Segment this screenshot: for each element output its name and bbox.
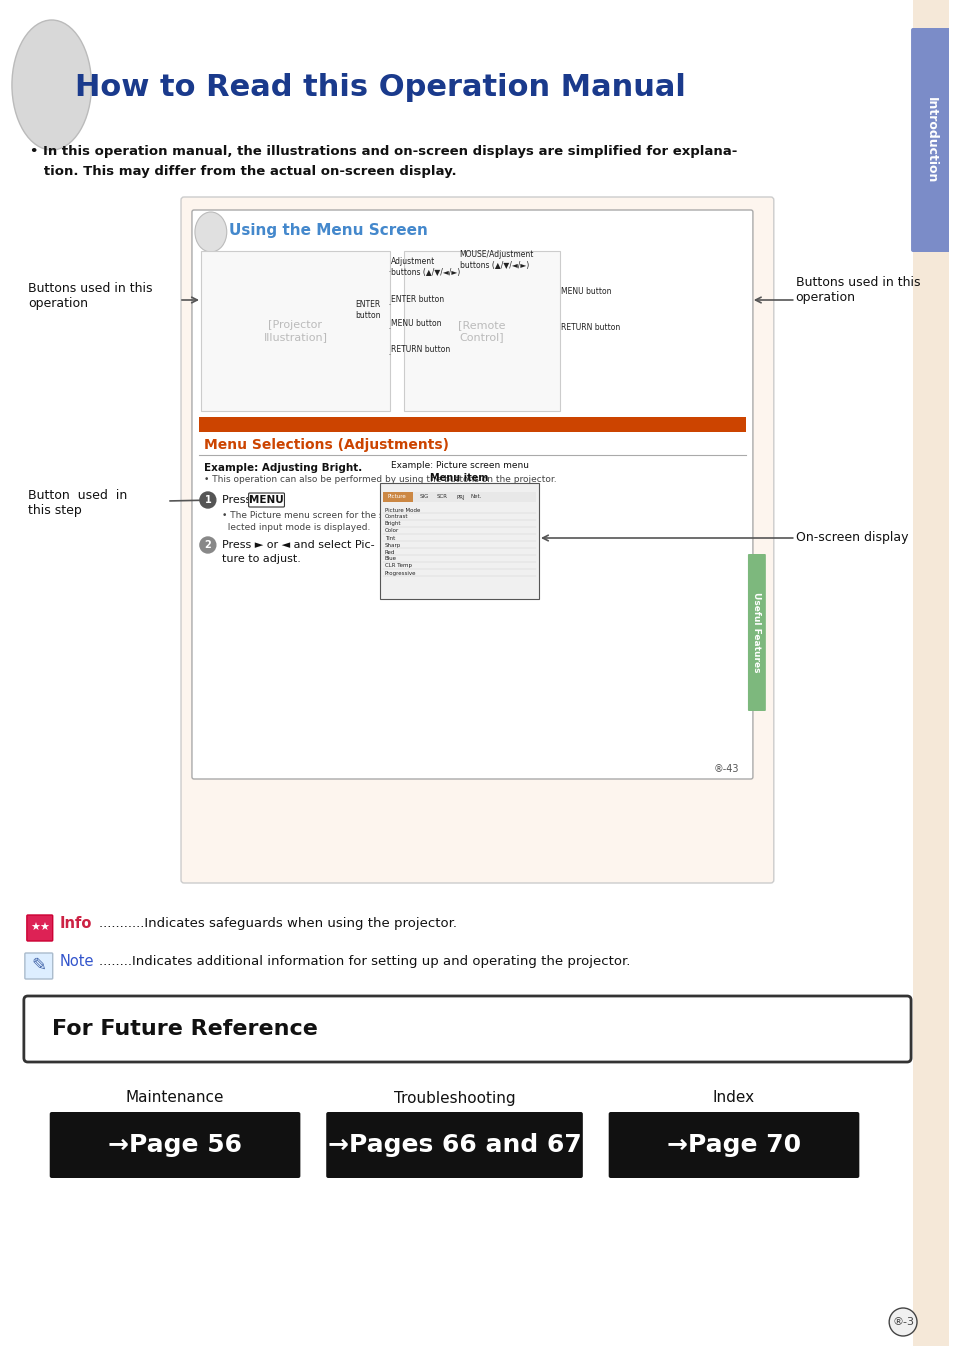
FancyBboxPatch shape [403,250,559,411]
Text: Picture Mode: Picture Mode [384,507,420,513]
Text: Net.: Net. [470,494,481,499]
Text: Note: Note [60,954,94,969]
Text: Useful Features: Useful Features [752,592,760,673]
Text: RETURN button: RETURN button [560,323,619,331]
Text: CLR Temp: CLR Temp [384,564,412,568]
FancyBboxPatch shape [181,197,773,883]
Text: • The Picture menu screen for the se-: • The Picture menu screen for the se- [221,511,392,521]
Text: Button  used  in
this step: Button used in this step [28,489,127,517]
Text: SIG: SIG [419,494,429,499]
FancyBboxPatch shape [25,953,52,979]
Text: RETURN button: RETURN button [391,346,450,354]
Text: Color: Color [384,529,398,533]
Text: [Projector
Illustration]: [Projector Illustration] [263,320,327,342]
Bar [382,493,536,502]
Text: Picture: Picture [387,494,406,499]
FancyBboxPatch shape [379,483,538,599]
Text: lected input mode is displayed.: lected input mode is displayed. [221,524,370,533]
FancyBboxPatch shape [192,210,752,779]
Text: ENTER
button: ENTER button [355,300,380,320]
FancyBboxPatch shape [50,1112,300,1178]
Text: ENTER button: ENTER button [391,296,443,304]
Text: Buttons used in this
operation: Buttons used in this operation [28,283,152,310]
Text: →Page 56: →Page 56 [108,1133,242,1158]
Text: Bright: Bright [384,521,401,526]
Text: On-screen display: On-screen display [795,532,907,545]
Text: →Pages 66 and 67: →Pages 66 and 67 [327,1133,580,1158]
Ellipse shape [194,213,227,252]
Text: • This operation can also be performed by using the buttons on the projector.: • This operation can also be performed b… [204,475,556,485]
Text: ture to adjust.: ture to adjust. [221,555,300,564]
FancyBboxPatch shape [910,28,950,252]
Bar [199,417,745,432]
Text: Press: Press [221,495,254,505]
Text: tion. This may differ from the actual on-screen display.: tion. This may differ from the actual on… [30,166,456,179]
Text: Red: Red [384,549,395,555]
Bar [912,0,948,1346]
Text: Introduction: Introduction [923,97,937,183]
Text: Info: Info [60,917,91,931]
FancyBboxPatch shape [608,1112,859,1178]
Bar [382,493,413,502]
Text: ...........Indicates safeguards when using the projector.: ...........Indicates safeguards when usi… [99,918,457,930]
Text: Menu Selections (Adjustments): Menu Selections (Adjustments) [204,437,449,452]
Text: MENU button: MENU button [560,288,611,296]
FancyBboxPatch shape [27,915,52,941]
Text: Troubleshooting: Troubleshooting [394,1090,515,1105]
Text: Example: Adjusting Bright.: Example: Adjusting Bright. [204,463,362,472]
Text: Contrast: Contrast [384,514,408,520]
FancyBboxPatch shape [747,555,765,711]
Text: MOUSE/Adjustment
buttons (▲/▼/◄/►): MOUSE/Adjustment buttons (▲/▼/◄/►) [459,250,534,269]
Text: Progressive: Progressive [384,571,416,576]
Text: How to Read this Operation Manual: How to Read this Operation Manual [74,74,685,102]
Text: For Future Reference: For Future Reference [51,1019,317,1039]
Text: Press ► or ◄ and select Pic-: Press ► or ◄ and select Pic- [221,540,374,551]
Text: ®-43: ®-43 [713,765,739,774]
FancyBboxPatch shape [201,250,390,411]
Text: Blue: Blue [384,556,396,561]
Text: Buttons used in this
operation: Buttons used in this operation [795,276,920,304]
Text: Index: Index [712,1090,754,1105]
Text: Example: Picture screen menu: Example: Picture screen menu [390,460,528,470]
FancyBboxPatch shape [249,493,284,507]
Text: 1: 1 [204,495,211,505]
Text: PRJ: PRJ [456,494,464,499]
Text: Using the Menu Screen: Using the Menu Screen [229,222,427,237]
Circle shape [888,1308,916,1337]
Ellipse shape [12,20,91,149]
Text: [Remote
Control]: [Remote Control] [457,320,505,342]
Text: Sharp: Sharp [384,542,401,548]
Text: ........Indicates additional information for setting up and operating the projec: ........Indicates additional information… [99,956,630,969]
Text: ®-3: ®-3 [891,1316,913,1327]
Text: SCR: SCR [436,494,448,499]
Text: →Page 70: →Page 70 [666,1133,801,1158]
Text: 2: 2 [204,540,211,551]
Text: ✎: ✎ [31,957,47,975]
FancyBboxPatch shape [326,1112,582,1178]
Circle shape [200,537,215,553]
Text: MENU button: MENU button [391,319,441,328]
Text: Tint: Tint [384,536,395,541]
Text: Adjustment
buttons (▲/▼/◄/►): Adjustment buttons (▲/▼/◄/►) [391,257,459,277]
Text: • In this operation manual, the illustrations and on-screen displays are simplif: • In this operation manual, the illustra… [30,145,737,159]
Circle shape [200,493,215,507]
Text: Maintenance: Maintenance [126,1090,224,1105]
Text: ★★: ★★ [30,923,50,933]
Text: MENU: MENU [249,495,284,505]
FancyBboxPatch shape [24,996,910,1062]
Text: Menu item: Menu item [430,472,488,483]
